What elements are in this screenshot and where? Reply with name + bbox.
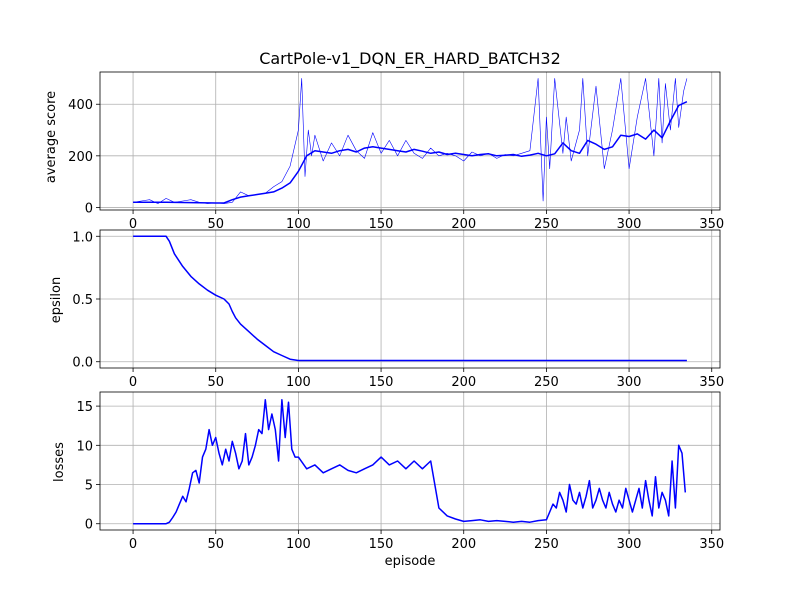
episode-x-axis-label: episode (385, 554, 436, 569)
score-x-tick-label-4: 200 (451, 217, 476, 232)
epsilon-x-tick-label-5: 250 (534, 375, 559, 390)
epsilon-y-tick-label-2: 1.0 (72, 230, 93, 245)
score-series-line-moving-average (133, 101, 688, 204)
epsilon-x-tick-label-3: 150 (369, 375, 394, 390)
losses-series-line-0 (133, 399, 687, 525)
losses-x-tick-label-3: 150 (369, 537, 394, 552)
epsilon-x-tick-label-6: 300 (617, 375, 642, 390)
losses-y-tick-label-0: 0 (85, 518, 93, 533)
losses-x-tick-label-0: 0 (129, 537, 137, 552)
epsilon-x-tick-label-0: 0 (129, 375, 137, 390)
chart-title: CartPole-v1_DQN_ER_HARD_BATCH32 (259, 49, 561, 69)
losses-y-tick-label-2: 10 (76, 439, 93, 454)
losses-x-tick-label-4: 200 (451, 537, 476, 552)
epsilon-series-line-0 (133, 235, 687, 362)
epsilon-panel: 0 50 100 150 200 250 300 350 0.0 0.5 1.0 (72, 229, 724, 390)
score-y-axis-label: average score (44, 91, 59, 183)
losses-x-tick-label-1: 50 (207, 537, 224, 552)
losses-plot-frame (99, 391, 721, 531)
losses-y-tick-label-3: 15 (76, 400, 93, 415)
losses-y-axis-label: losses (52, 442, 67, 482)
score-x-tick-label-6: 300 (617, 217, 642, 232)
score-x-tick-label-2: 100 (286, 217, 311, 232)
score-x-tick-label-5: 250 (534, 217, 559, 232)
score-panel: 0 50 100 150 200 250 300 350 0 200 400 (68, 71, 724, 232)
score-series-line-raw-score (133, 78, 688, 204)
losses-x-tick-label-6: 300 (617, 537, 642, 552)
epsilon-y-axis-label: epsilon (49, 277, 64, 323)
losses-x-tick-label-2: 100 (286, 537, 311, 552)
score-x-tick-label-7: 350 (699, 217, 724, 232)
losses-panel: 0 50 100 150 200 250 300 350 0 5 10 15 (76, 391, 724, 552)
epsilon-x-tick-label-7: 350 (699, 375, 724, 390)
epsilon-x-tick-label-1: 50 (207, 375, 224, 390)
epsilon-y-tick-label-0: 0.0 (72, 356, 93, 371)
score-x-tick-label-3: 150 (369, 217, 394, 232)
score-plot-frame (99, 71, 721, 211)
losses-x-tick-label-7: 350 (699, 537, 724, 552)
score-x-tick-label-0: 0 (129, 217, 137, 232)
epsilon-x-tick-label-4: 200 (451, 375, 476, 390)
epsilon-x-tick-label-2: 100 (286, 375, 311, 390)
epsilon-y-tick-label-1: 0.5 (72, 293, 93, 308)
losses-y-tick-label-1: 5 (85, 479, 93, 494)
losses-x-tick-label-5: 250 (534, 537, 559, 552)
score-y-tick-label-1: 200 (68, 150, 93, 165)
score-y-tick-label-2: 400 (68, 98, 93, 113)
score-x-tick-label-1: 50 (207, 217, 224, 232)
score-y-tick-label-0: 0 (85, 201, 93, 216)
